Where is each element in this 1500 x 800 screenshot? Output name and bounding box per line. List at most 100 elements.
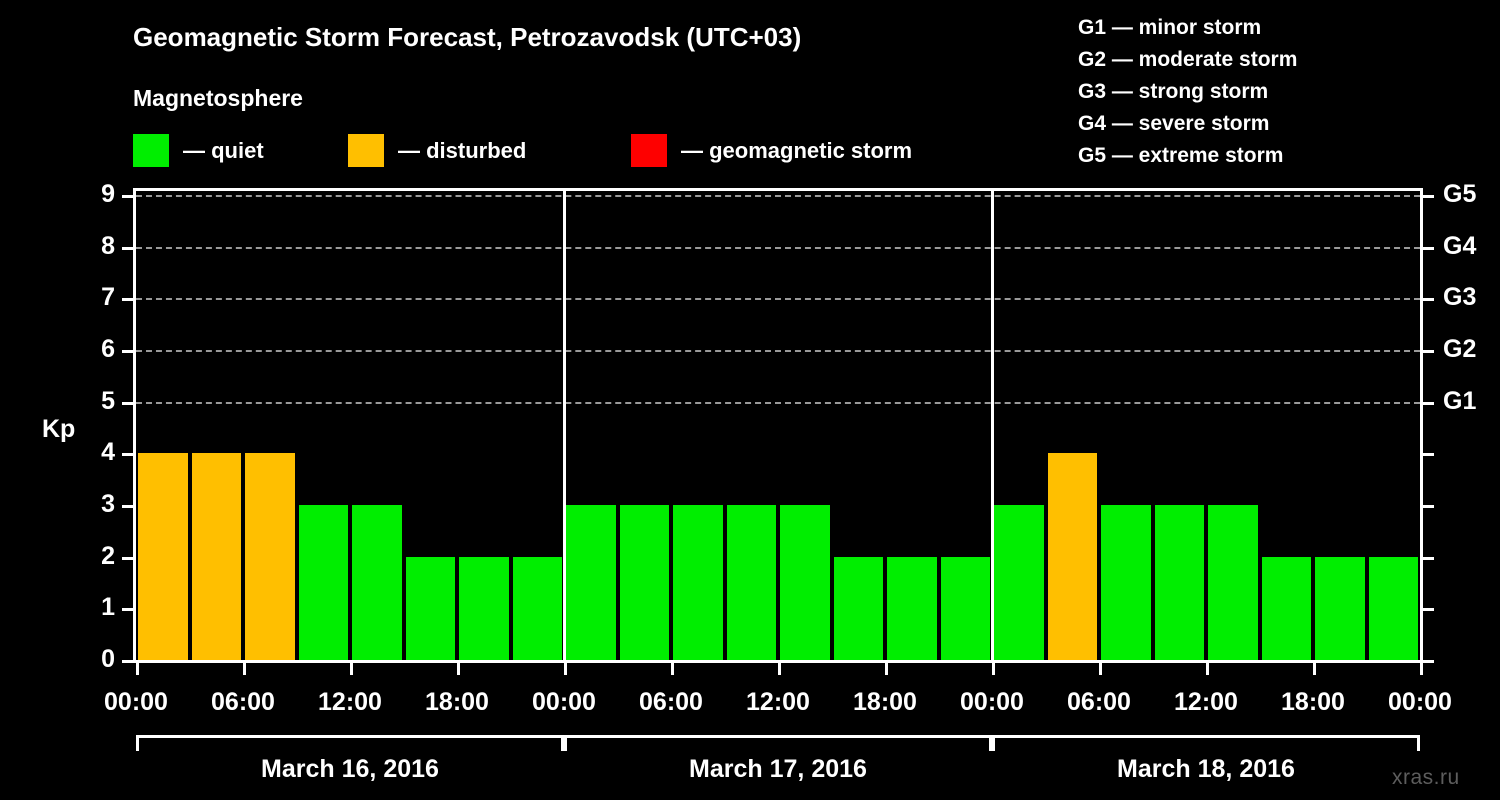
bar-kp [512,556,562,660]
date-label: March 17, 2016 [689,755,867,783]
y-tick-label-8: 8 [101,231,115,260]
bar-kp [566,505,616,660]
bar-kp [138,453,188,660]
x-tick-12 [1420,663,1423,675]
g-scale-line-1: G1 — minor storm [1078,16,1262,39]
y-tick-right-1 [1423,608,1434,612]
legend-item-geomagnetic-storm: — geomagnetic storm [631,131,912,169]
date-label: March 18, 2016 [1117,755,1295,783]
g-scale-line-5: G5 — extreme storm [1078,144,1284,167]
legend-heading: Magnetosphere [133,85,303,111]
bar-kp [1101,505,1151,660]
y-tick-label-2: 2 [101,541,115,570]
bar-kp [940,556,990,660]
date-bracket [564,735,992,751]
watermark: xras.ru [1392,766,1460,789]
x-tick-label-9: 06:00 [1067,688,1131,716]
bar-kp [1368,556,1418,660]
x-tick-label-3: 18:00 [425,688,489,716]
x-tick-label-1: 06:00 [211,688,275,716]
bar-kp [887,556,937,660]
y-tick-label-4: 4 [101,438,115,467]
x-tick-4 [564,663,567,675]
x-tick-label-11: 18:00 [1281,688,1345,716]
y-tick-label-1: 1 [101,593,115,622]
bar-kp [1047,453,1097,660]
y-tick-left-7 [122,298,133,302]
legend-label-geomagnetic-storm: — geomagnetic storm [681,138,913,163]
y-axis-label: Kp [42,415,76,443]
g-axis-label-G1: G1 [1443,386,1477,415]
x-tick-2 [350,663,353,675]
y-tick-label-6: 6 [101,335,115,364]
bar-kp [191,453,241,660]
g-axis-label-G5: G5 [1443,180,1477,209]
y-tick-label-9: 9 [101,180,115,209]
bar-kp [619,505,669,660]
y-tick-left-4 [122,453,133,457]
y-tick-left-0 [122,660,133,663]
y-tick-right-8 [1423,246,1434,250]
x-tick-0 [136,663,139,675]
x-tick-3 [457,663,460,675]
date-bracket [136,735,564,751]
bar-kp [1261,556,1311,660]
g-scale-legend: G1 — minor storm G2 — moderate storm G3 — … [1078,12,1408,172]
x-tick-label-4: 00:00 [532,688,596,716]
legend-swatch-disturbed-icon [348,133,384,167]
legend-item-quiet: — quiet [133,131,264,169]
y-tick-right-0 [1423,660,1434,663]
bar-kp [1154,505,1204,660]
y-tick-left-2 [122,556,133,560]
x-tick-8 [992,663,995,675]
gridline-kp-8 [136,246,1420,249]
x-tick-10 [1206,663,1209,675]
y-tick-right-3 [1423,505,1434,509]
x-tick-7 [885,663,888,675]
day-separator [562,191,566,660]
bar-kp [352,505,402,660]
bar-kp [1315,556,1365,660]
y-tick-label-0: 0 [101,645,115,673]
g-scale-line-4: G4 — severe storm [1078,112,1270,135]
gridline-kp-5 [136,401,1420,404]
y-tick-left-3 [122,505,133,509]
y-tick-right-7 [1423,298,1434,302]
y-tick-left-9 [122,195,133,199]
x-tick-label-7: 18:00 [853,688,917,716]
g-axis-label-G3: G3 [1443,283,1477,312]
x-tick-5 [671,663,674,675]
y-tick-label-5: 5 [101,386,115,415]
bar-kp [994,505,1044,660]
g-scale-line-3: G3 — strong storm [1078,80,1269,103]
date-bracket [992,735,1420,751]
g-axis-label-G4: G4 [1443,231,1477,260]
x-tick-label-12: 00:00 [1388,688,1452,716]
y-tick-label-7: 7 [101,283,115,312]
x-tick-label-6: 12:00 [746,688,810,716]
gridline-kp-9 [136,195,1420,198]
x-tick-11 [1313,663,1316,675]
legend-swatch-quiet-icon [133,133,169,167]
bar-kp [833,556,883,660]
x-tick-label-10: 12:00 [1174,688,1238,716]
bar-kp [780,505,830,660]
y-tick-left-1 [122,608,133,612]
y-tick-label-3: 3 [101,490,115,519]
g-scale-line-2: G2 — moderate storm [1078,48,1298,71]
legend-item-disturbed: — disturbed [348,131,526,169]
x-tick-1 [243,663,246,675]
y-tick-left-8 [122,246,133,250]
y-tick-left-6 [122,350,133,354]
date-label: March 16, 2016 [261,755,439,783]
y-tick-right-6 [1423,350,1434,354]
gridline-kp-7 [136,298,1420,301]
y-tick-right-9 [1423,195,1434,199]
x-tick-label-8: 00:00 [960,688,1024,716]
bar-kp [298,505,348,660]
day-separator [990,191,994,660]
bar-kp [459,556,509,660]
x-tick-label-0: 00:00 [104,688,168,716]
bar-kp [405,556,455,660]
legend-swatch-geomagnetic-storm-icon [631,133,667,167]
